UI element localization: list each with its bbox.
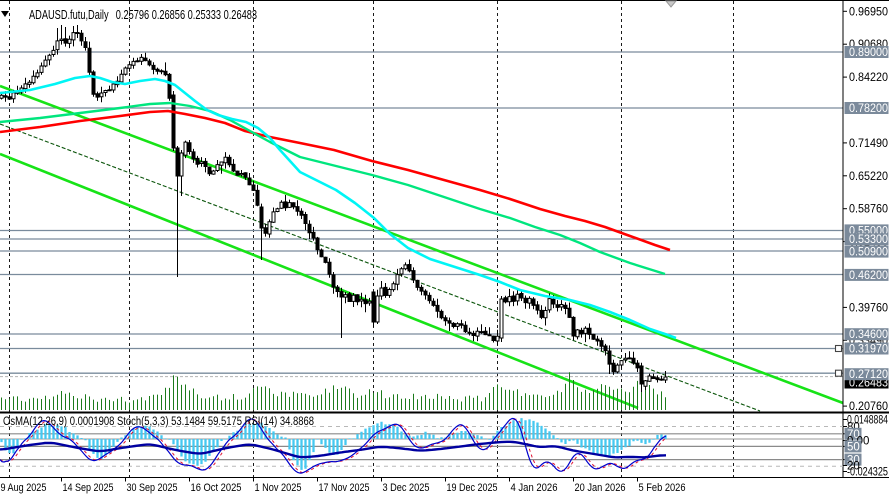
svg-text:70: 70 xyxy=(847,429,860,441)
svg-text:0.31970: 0.31970 xyxy=(849,344,888,356)
svg-text:0.27120: 0.27120 xyxy=(849,369,888,381)
svg-text:ADAUSD.futu,Daily 0.25796 0.2: ADAUSD.futu,Daily 0.25796 0.26856 0.2533… xyxy=(29,8,257,22)
svg-text:0.46200: 0.46200 xyxy=(849,270,888,282)
svg-text:5 Feb 2026: 5 Feb 2026 xyxy=(639,482,686,494)
svg-text:50: 50 xyxy=(847,441,860,453)
svg-text:0.65220: 0.65220 xyxy=(849,171,888,183)
svg-text:0.89000: 0.89000 xyxy=(849,47,888,59)
svg-text:0.39760: 0.39760 xyxy=(849,302,888,314)
svg-text:1 Nov 2025: 1 Nov 2025 xyxy=(255,482,302,494)
svg-text:20 Jan 2026: 20 Jan 2026 xyxy=(575,482,626,494)
svg-text:0.0148884: 0.0148884 xyxy=(847,415,888,427)
svg-text:17 Nov 2025: 17 Nov 2025 xyxy=(319,482,370,494)
svg-text:0.26483: 0.26483 xyxy=(849,378,888,390)
svg-text:0.58760: 0.58760 xyxy=(849,204,888,216)
svg-text:0.96950: 0.96950 xyxy=(849,6,888,18)
svg-text:0.53300: 0.53300 xyxy=(849,234,888,246)
svg-text:29 Aug 2025: 29 Aug 2025 xyxy=(0,482,46,494)
svg-text:0.50900: 0.50900 xyxy=(849,247,888,259)
svg-text:30 Sep 2025: 30 Sep 2025 xyxy=(127,482,178,494)
svg-text:20: 20 xyxy=(847,461,860,473)
svg-text:19 Dec 2025: 19 Dec 2025 xyxy=(447,482,498,494)
svg-text:0.78200: 0.78200 xyxy=(849,103,888,115)
svg-text:16 Oct 2025: 16 Oct 2025 xyxy=(191,482,242,494)
svg-text:-0.024325: -0.024325 xyxy=(847,467,888,479)
svg-text:OsMA(12,26,9) 0.0001908 Stoch: OsMA(12,26,9) 0.0001908 Stoch(5,3,3) 53.… xyxy=(3,416,314,428)
svg-text:4 Jan 2026: 4 Jan 2026 xyxy=(511,482,558,494)
svg-text:0.34600: 0.34600 xyxy=(849,329,888,341)
svg-text:14 Sep 2025: 14 Sep 2025 xyxy=(63,482,114,494)
svg-text:0.71490: 0.71490 xyxy=(849,138,888,150)
svg-text:0.84220: 0.84220 xyxy=(849,72,888,84)
svg-text:30: 30 xyxy=(847,455,860,467)
svg-text:0.20760: 0.20760 xyxy=(849,401,888,413)
svg-text:3 Dec 2025: 3 Dec 2025 xyxy=(383,482,430,494)
